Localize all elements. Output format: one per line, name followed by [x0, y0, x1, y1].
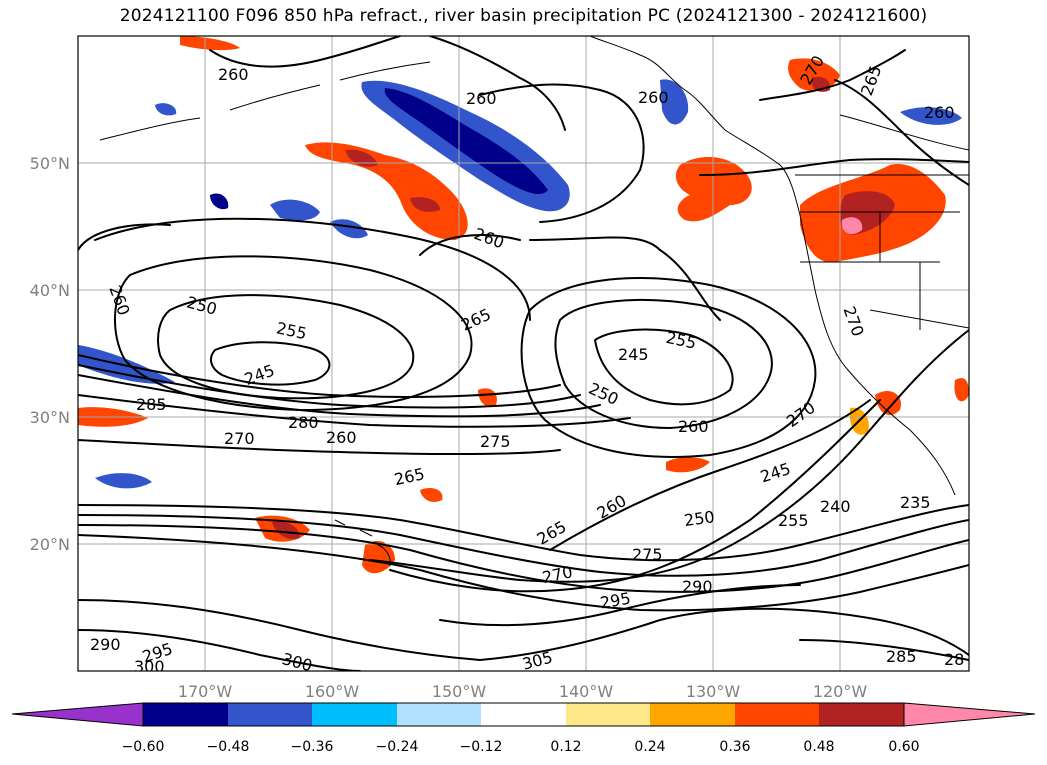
shading-layer: [78, 36, 969, 574]
stronger-positive-anomaly-region: [272, 521, 300, 540]
lon-label: 130°W: [686, 682, 741, 701]
colorbar-tick-label: 0.36: [719, 739, 750, 755]
figure-title: 2024121100 F096 850 hPa refract., river …: [119, 6, 928, 26]
weak-negative-anomaly-region: [660, 79, 689, 125]
colorbar-frame: [142, 702, 905, 727]
lat-label: 40°N: [30, 281, 70, 300]
contour-label: 270: [224, 429, 255, 448]
contour-label: 280: [288, 413, 319, 432]
weak-negative-anomaly-region: [95, 473, 152, 489]
contour-label: 275: [632, 545, 663, 564]
strong-negative-anomaly-region: [384, 88, 548, 195]
colorbar-segment: [143, 703, 228, 726]
colorbar-tick-label: 0.12: [550, 739, 581, 755]
contour-label: 245: [618, 345, 649, 364]
positive-anomaly-region: [666, 457, 710, 473]
colorbar-tick-label: −0.36: [291, 739, 334, 755]
lon-label: 170°W: [178, 682, 233, 701]
map-frame: [77, 35, 970, 672]
weak-negative-anomaly-region: [270, 199, 320, 221]
colorbar: −0.60 −0.48 −0.36 −0.24 −0.12 0.12 0.24 …: [11, 702, 1036, 755]
positive-anomaly-region: [954, 378, 969, 402]
contour-label: 260: [466, 89, 497, 108]
colorbar-tick-label: 0.48: [803, 739, 834, 755]
colorbar-segment: [735, 703, 819, 726]
contour-label: 28: [944, 650, 964, 669]
contour-label: 255: [778, 511, 809, 530]
weak-negative-anomaly-region: [78, 345, 175, 384]
contour-label: 235: [900, 493, 931, 512]
weak-negative-anomaly-region: [210, 193, 229, 210]
colorbar-segment: [228, 703, 312, 726]
max-positive-anomaly-region: [841, 217, 863, 235]
longitude-axis: 170°W 160°W 150°W 140°W 130°W 120°W: [178, 682, 868, 701]
weak-negative-anomaly-region: [330, 219, 368, 239]
alaska-coast: [589, 36, 956, 496]
contour-label: 290: [682, 577, 713, 596]
positive-anomaly-region: [420, 488, 443, 502]
contour-label: 260: [638, 88, 669, 107]
colorbar-max-extension: [903, 702, 1036, 727]
contour-label: 285: [136, 395, 167, 414]
positive-anomaly-region: [305, 142, 468, 240]
weak-negative-anomaly-region: [155, 103, 177, 116]
lon-label: 160°W: [305, 682, 360, 701]
colorbar-segment: [312, 703, 397, 726]
lat-label: 20°N: [30, 535, 70, 554]
colorbar-segment: [819, 703, 904, 726]
colorbar-tick-label: −0.48: [207, 739, 250, 755]
positive-anomaly-region: [180, 36, 240, 51]
latitude-axis: 50°N 40°N 30°N 20°N: [30, 154, 70, 554]
aleutian-chain: [99, 61, 431, 141]
positive-anomaly-region: [875, 390, 901, 415]
lon-label: 120°W: [813, 682, 868, 701]
contour-label: 285: [886, 647, 917, 666]
contour-label: 300: [134, 657, 165, 676]
state-border: [800, 211, 969, 330]
contour-label: 260: [678, 417, 709, 436]
stronger-positive-anomaly-region: [410, 197, 440, 212]
lon-label: 150°W: [432, 682, 487, 701]
colorbar-tick-label: 0.60: [888, 739, 919, 755]
colorbar-tick-label: 0.24: [634, 739, 665, 755]
contour-lines: [78, 36, 969, 671]
coastlines: [99, 36, 969, 567]
contour-label: 260: [218, 65, 249, 84]
contour-label: 260: [924, 103, 955, 122]
contour-label: 260: [326, 428, 357, 447]
colorbar-ticks: −0.60 −0.48 −0.36 −0.24 −0.12 0.12 0.24 …: [122, 739, 920, 755]
lat-label: 50°N: [30, 154, 70, 173]
colorbar-segment: [481, 703, 566, 726]
colorbar-segment: [566, 703, 650, 726]
colorbar-segment: [650, 703, 735, 726]
colorbar-tick-label: −0.60: [122, 739, 165, 755]
colorbar-tick-label: −0.12: [460, 739, 503, 755]
contour-label: 275: [480, 432, 511, 451]
contour-label: 250: [683, 507, 716, 530]
lat-label: 30°N: [30, 408, 70, 427]
colorbar-min-extension: [11, 702, 144, 727]
weak-negative-anomaly-region: [900, 107, 962, 125]
stronger-positive-anomaly-region: [345, 149, 378, 167]
colorbar-tick-label: −0.24: [376, 739, 419, 755]
colorbar-segment: [397, 703, 481, 726]
lon-label: 140°W: [559, 682, 614, 701]
contour-label: 290: [90, 635, 121, 654]
contour-label: 305: [520, 648, 554, 674]
contour-label: 240: [820, 497, 851, 516]
positive-anomaly-region: [362, 540, 395, 574]
positive-anomaly-region: [478, 388, 497, 407]
contour-label: 300: [280, 649, 314, 675]
map-plot-area: 260 260 260 260 270 265 260 260 250 255 …: [78, 36, 969, 676]
